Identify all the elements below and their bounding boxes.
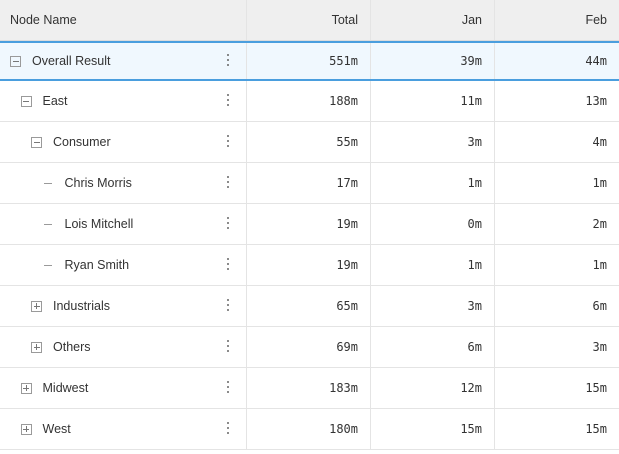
expand-icon[interactable] bbox=[20, 382, 32, 394]
total-value-cell: 188m bbox=[247, 81, 371, 121]
jan-value-cell: 3m bbox=[371, 286, 495, 326]
total-value-cell: 19m bbox=[247, 204, 371, 244]
table-row[interactable]: Industrials 65m 3m 6m bbox=[0, 286, 619, 327]
table-row[interactable]: Consumer 55m 3m 4m bbox=[0, 122, 619, 163]
total-value-cell: 65m bbox=[247, 286, 371, 326]
header-node-name[interactable]: Node Name bbox=[0, 0, 247, 40]
node-name-cell: East bbox=[0, 81, 247, 121]
node-label: East bbox=[42, 94, 68, 108]
jan-value-cell: 1m bbox=[371, 245, 495, 285]
node-label: Midwest bbox=[42, 381, 89, 395]
kebab-menu-icon[interactable] bbox=[226, 135, 230, 149]
collapse-icon[interactable] bbox=[10, 55, 21, 67]
kebab-menu-icon[interactable] bbox=[226, 381, 230, 395]
node-name-cell: Ryan Smith bbox=[0, 245, 247, 285]
header-total[interactable]: Total bbox=[247, 0, 371, 40]
table-row[interactable]: Overall Result 551m 39m 44m bbox=[0, 41, 619, 81]
kebab-menu-icon[interactable] bbox=[226, 94, 230, 108]
node-name-cell: Others bbox=[0, 327, 247, 367]
feb-value-cell: 6m bbox=[592, 299, 607, 313]
total-value-cell: 17m bbox=[247, 163, 371, 203]
node-label: Ryan Smith bbox=[64, 258, 130, 272]
kebab-menu-icon[interactable] bbox=[226, 54, 230, 68]
leaf-dash-icon bbox=[43, 223, 52, 225]
node-name-cell: Industrials bbox=[0, 286, 247, 326]
feb-value-cell: 3m bbox=[592, 340, 607, 354]
expand-icon[interactable] bbox=[20, 423, 32, 435]
table-row[interactable]: East 188m 11m 13m bbox=[0, 81, 619, 122]
table-row[interactable]: Midwest 183m 12m 15m bbox=[0, 368, 619, 409]
node-name-cell: Lois Mitchell bbox=[0, 204, 247, 244]
table-row[interactable]: Lois Mitchell 19m 0m 2m bbox=[0, 204, 619, 245]
collapse-icon[interactable] bbox=[31, 136, 42, 148]
total-value-cell: 19m bbox=[247, 245, 371, 285]
kebab-menu-icon[interactable] bbox=[226, 217, 230, 231]
feb-value-cell: 13m bbox=[585, 94, 607, 108]
feb-value-cell: 1m bbox=[592, 258, 607, 272]
node-label: Chris Morris bbox=[64, 176, 132, 190]
total-value-cell: 551m bbox=[247, 43, 371, 79]
kebab-menu-icon[interactable] bbox=[226, 176, 230, 190]
kebab-menu-icon[interactable] bbox=[226, 258, 230, 272]
table-row[interactable]: Ryan Smith 19m 1m 1m bbox=[0, 245, 619, 286]
feb-value-cell: 44m bbox=[585, 54, 607, 68]
table-row[interactable]: Others 69m 6m 3m bbox=[0, 327, 619, 368]
node-name-cell: West bbox=[0, 409, 247, 449]
total-value-cell: 180m bbox=[247, 409, 371, 449]
jan-value-cell: 6m bbox=[371, 327, 495, 367]
jan-value-cell: 11m bbox=[371, 81, 495, 121]
feb-value-cell: 15m bbox=[585, 422, 607, 436]
feb-value-cell: 2m bbox=[592, 217, 607, 231]
total-value-cell: 55m bbox=[247, 122, 371, 162]
total-value-cell: 183m bbox=[247, 368, 371, 408]
leaf-dash-icon bbox=[43, 182, 52, 184]
node-name-cell: Consumer bbox=[0, 122, 247, 162]
header-feb[interactable]: Feb bbox=[585, 13, 607, 27]
node-name-cell: Overall Result bbox=[0, 43, 247, 79]
feb-value-cell: 4m bbox=[592, 135, 607, 149]
node-name-cell: Chris Morris bbox=[0, 163, 247, 203]
node-label: Lois Mitchell bbox=[64, 217, 134, 231]
node-name-cell: Midwest bbox=[0, 368, 247, 408]
grid-body: Overall Result 551m 39m 44m East 188m 11m 13m Co… bbox=[0, 41, 619, 450]
jan-value-cell: 12m bbox=[371, 368, 495, 408]
leaf-dash-icon bbox=[43, 264, 52, 266]
total-value-cell: 69m bbox=[247, 327, 371, 367]
node-label: Industrials bbox=[53, 299, 110, 313]
header-jan[interactable]: Jan bbox=[371, 0, 495, 40]
feb-value-cell: 15m bbox=[585, 381, 607, 395]
node-label: Consumer bbox=[53, 135, 111, 149]
jan-value-cell: 39m bbox=[371, 43, 495, 79]
collapse-icon[interactable] bbox=[20, 95, 32, 107]
feb-value-cell: 1m bbox=[592, 176, 607, 190]
node-label: West bbox=[42, 422, 71, 436]
table-row[interactable]: West 180m 15m 15m bbox=[0, 409, 619, 450]
table-row[interactable]: Chris Morris 17m 1m 1m bbox=[0, 163, 619, 204]
jan-value-cell: 3m bbox=[371, 122, 495, 162]
expand-icon[interactable] bbox=[31, 300, 42, 312]
kebab-menu-icon[interactable] bbox=[226, 340, 230, 354]
jan-value-cell: 15m bbox=[371, 409, 495, 449]
node-label: Others bbox=[53, 340, 91, 354]
jan-value-cell: 1m bbox=[371, 163, 495, 203]
expand-icon[interactable] bbox=[31, 341, 42, 353]
kebab-menu-icon[interactable] bbox=[226, 422, 230, 436]
grid-header-row: Node Name Total Jan Feb bbox=[0, 0, 619, 41]
jan-value-cell: 0m bbox=[371, 204, 495, 244]
kebab-menu-icon[interactable] bbox=[226, 299, 230, 313]
node-label: Overall Result bbox=[32, 54, 111, 68]
